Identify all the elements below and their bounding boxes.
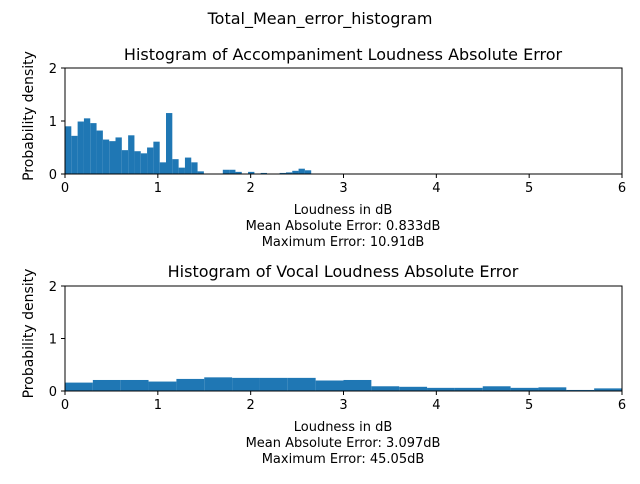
accompaniment-bar-21: [197, 171, 204, 174]
vocal-bar-17: [538, 387, 567, 391]
accompaniment-bar-14: [153, 141, 160, 174]
accompaniment-max-error: Maximum Error: 10.91dB: [262, 235, 425, 250]
accompaniment-xtick-label: 6: [618, 181, 626, 196]
accompaniment-bar-4: [90, 123, 97, 174]
accompaniment-bar-11: [134, 151, 141, 174]
accompaniment-bar-19: [184, 157, 192, 174]
vocal-bar-14: [454, 387, 483, 391]
accompaniment-bar-10: [128, 135, 135, 174]
vocal-xtick-label: 1: [154, 398, 162, 413]
vocal-bar-19: [594, 388, 622, 391]
vocal-bar-12: [399, 386, 428, 391]
vocal-bar-7: [259, 377, 288, 391]
accompaniment-bar-15: [159, 162, 167, 174]
accompaniment-xtick-label: 1: [154, 181, 162, 196]
accompaniment-bar-24: [235, 171, 242, 174]
accompaniment-bar-0: [65, 126, 72, 174]
accompaniment-bar-23: [229, 169, 236, 174]
accompaniment-bar-5: [96, 130, 103, 174]
accompaniment-bar-25: [248, 171, 255, 174]
accompaniment-bar-22: [222, 169, 230, 174]
vocal-bar-13: [427, 387, 455, 391]
vocal-axes-frame: [64, 285, 623, 392]
vocal-bar-1: [92, 379, 121, 391]
accompaniment-bar-9: [121, 150, 129, 174]
accompaniment-bar-13: [147, 147, 154, 174]
vocal-ytick-label: 1: [49, 333, 57, 348]
vocal-bar-2: [120, 379, 149, 391]
accompaniment-axes-frame: [64, 67, 623, 175]
vocal-bars: [65, 377, 622, 391]
vocal-ylabel: Probability density: [21, 269, 37, 399]
accompaniment-ytick-label: 1: [49, 115, 57, 130]
accompaniment-bar-31: [304, 170, 312, 174]
vocal-bar-10: [343, 379, 372, 391]
accompaniment-ylabel: Probability density: [21, 51, 37, 181]
vocal-bar-15: [482, 386, 511, 391]
accompaniment-bar-20: [191, 162, 198, 174]
vocal-xtick-label: 0: [61, 398, 69, 413]
vocal-histogram: Histogram of Vocal Loudness Absolute Err…: [21, 262, 626, 467]
vocal-bar-5: [204, 377, 233, 391]
vocal-bar-0: [65, 382, 93, 391]
accompaniment-xtick-label: 3: [339, 181, 347, 196]
vocal-xtick-label: 4: [432, 398, 440, 413]
accompaniment-bar-3: [83, 118, 91, 174]
vocal-bar-18: [566, 389, 595, 391]
vocal-xtick-label: 6: [618, 398, 626, 413]
vocal-bar-8: [287, 377, 316, 391]
accompaniment-bar-28: [285, 172, 293, 174]
accompaniment-bar-6: [102, 139, 110, 174]
vocal-ticks: 0 1 2 3 4 5 6 0 1 2: [49, 280, 626, 413]
accompaniment-title: Histogram of Accompaniment Loudness Abso…: [124, 45, 563, 64]
accompaniment-ytick-label: 0: [49, 168, 57, 183]
accompaniment-bar-29: [292, 170, 299, 174]
vocal-title: Histogram of Vocal Loudness Absolute Err…: [168, 262, 519, 281]
vocal-mean-error: Mean Absolute Error: 3.097dB: [246, 436, 441, 451]
accompaniment-bar-18: [178, 167, 185, 174]
accompaniment-ytick-label: 2: [49, 62, 57, 77]
vocal-bar-6: [232, 377, 260, 391]
accompaniment-xtick-label: 5: [525, 181, 533, 196]
accompaniment-bar-8: [115, 137, 122, 174]
accompaniment-bar-30: [298, 168, 305, 174]
accompaniment-bar-7: [109, 141, 116, 174]
vocal-xtick-label: 2: [247, 398, 255, 413]
accompaniment-bar-27: [279, 172, 286, 174]
vocal-bar-16: [510, 387, 539, 391]
vocal-xtick-label: 5: [525, 398, 533, 413]
accompaniment-histogram: Histogram of Accompaniment Loudness Abso…: [21, 45, 626, 250]
vocal-max-error: Maximum Error: 45.05dB: [262, 452, 425, 467]
vocal-bar-11: [371, 386, 400, 391]
accompaniment-xlabel: Loudness in dB: [294, 203, 393, 218]
accompaniment-ticks: 0 1 2 3 4 5 6 0 1 2: [49, 62, 626, 196]
accompaniment-xtick-label: 0: [61, 181, 69, 196]
accompaniment-mean-error: Mean Absolute Error: 0.833dB: [246, 219, 441, 234]
accompaniment-bar-12: [140, 153, 148, 174]
accompaniment-bar-16: [166, 113, 173, 174]
vocal-ytick-label: 2: [49, 280, 57, 295]
accompaniment-bar-1: [71, 135, 78, 174]
accompaniment-bar-17: [172, 159, 179, 174]
figure-suptitle: Total_Mean_error_histogram: [207, 9, 433, 29]
accompaniment-bars: [65, 113, 312, 174]
accompaniment-xtick-label: 2: [247, 181, 255, 196]
accompaniment-xtick-label: 4: [432, 181, 440, 196]
vocal-xtick-label: 3: [339, 398, 347, 413]
vocal-bar-9: [315, 380, 344, 391]
accompaniment-bar-26: [260, 172, 268, 174]
accompaniment-bar-2: [77, 121, 84, 174]
vocal-ytick-label: 0: [49, 385, 57, 400]
vocal-xlabel: Loudness in dB: [294, 420, 393, 435]
vocal-bar-3: [148, 381, 177, 391]
vocal-bar-4: [176, 378, 205, 391]
